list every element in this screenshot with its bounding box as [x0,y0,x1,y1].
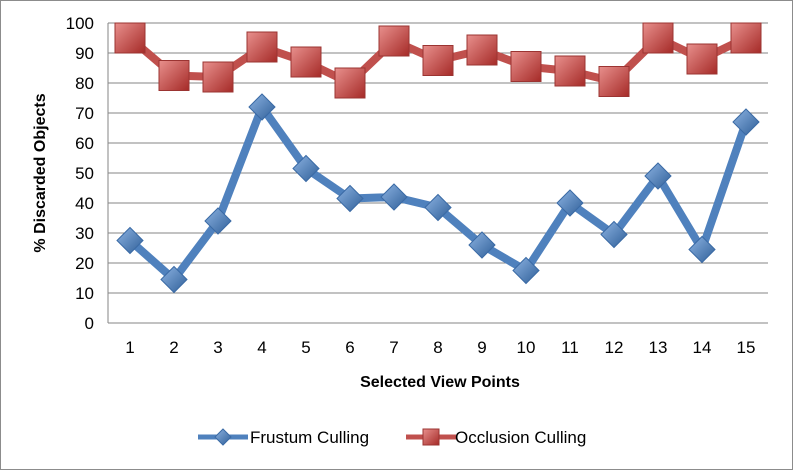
data-point [512,256,540,285]
y-tick-label: 100 [66,14,94,33]
x-tick-label: 5 [301,338,310,357]
legend-label-occlusion: Occlusion Culling [455,428,586,447]
x-tick-label: 14 [693,338,712,357]
data-point [422,45,454,76]
x-tick-label: 10 [517,338,536,357]
legend-marker-frustum [214,428,232,446]
y-tick-label: 40 [75,194,94,213]
x-tick-label: 9 [477,338,486,357]
y-tick-labels: 0 10 20 30 40 50 60 70 80 90 100 [66,14,94,333]
y-tick-label: 90 [75,44,94,63]
y-tick-label: 80 [75,74,94,93]
legend: Frustum Culling Occlusion Culling [198,428,586,447]
series-line [126,103,750,284]
series-lines [114,22,762,294]
data-point [510,51,542,82]
y-axis-title: % Discarded Objects [32,93,49,252]
data-point [644,162,672,190]
x-tick-label: 15 [737,338,756,357]
x-tick-label: 7 [389,338,398,357]
data-point [204,207,232,235]
legend-marker-occlusion [422,428,440,446]
x-tick-labels: 1 2 3 4 5 6 7 8 9 10 11 12 13 14 15 [125,338,755,357]
y-tick-label: 70 [75,104,94,123]
y-tick-label: 30 [75,224,94,243]
data-point [468,231,496,259]
x-tick-label: 1 [125,338,134,357]
data-point [378,25,410,57]
data-point [466,34,498,66]
x-tick-label: 2 [169,338,178,357]
y-tick-label: 60 [75,134,94,153]
x-tick-label: 8 [433,338,442,357]
data-point [732,108,760,136]
series-occlusion [114,22,762,99]
x-tick-label: 3 [213,338,222,357]
series-frustum [116,93,760,294]
x-tick-label: 4 [257,338,266,357]
data-point [556,189,584,217]
y-tick-label: 50 [75,164,94,183]
data-point [116,226,144,255]
data-point [642,22,674,54]
data-point [686,43,718,75]
data-point [114,22,146,54]
y-tick-label: 0 [85,314,94,333]
data-point [688,235,716,264]
data-point [336,184,364,213]
legend-label-frustum: Frustum Culling [250,428,369,447]
x-tick-label: 12 [605,338,624,357]
data-point [730,22,762,54]
data-point [424,193,452,222]
y-tick-label: 20 [75,254,94,273]
data-point [290,46,322,78]
data-point [158,60,190,91]
data-point [334,67,366,99]
y-tick-label: 10 [75,284,94,303]
data-point [554,55,586,87]
legend-item-occlusion: Occlusion Culling [406,428,586,447]
data-point [160,265,188,294]
data-point [380,183,408,211]
x-tick-label: 11 [561,338,579,357]
x-axis-title: Selected View Points [360,374,520,391]
data-point [202,61,234,93]
data-point [246,31,278,63]
data-point [600,220,628,249]
x-tick-label: 6 [345,338,354,357]
legend-item-frustum: Frustum Culling [198,428,369,447]
x-tick-label: 13 [649,338,668,357]
data-point [598,66,630,97]
data-point [248,93,276,121]
data-point [292,154,320,183]
